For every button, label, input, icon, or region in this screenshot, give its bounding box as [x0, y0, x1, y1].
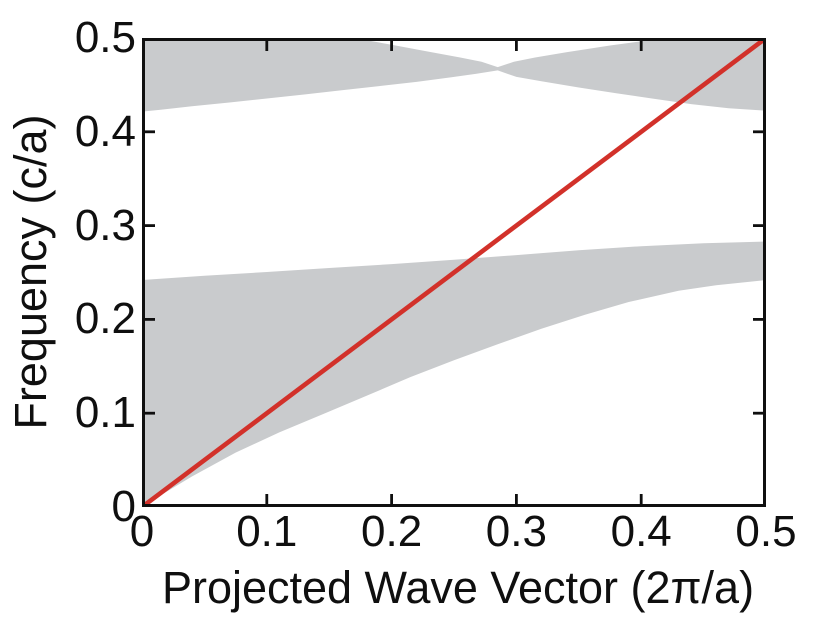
x-tick-label: 0.2 — [361, 507, 423, 556]
plot-area — [142, 38, 766, 507]
light-line — [142, 38, 766, 507]
x-tick-label: 0.4 — [610, 507, 672, 556]
x-axis-label: Projected Wave Vector (2π/a) — [161, 562, 755, 613]
y-tick-label: 0.4 — [74, 106, 136, 156]
y-tick-label: 0.1 — [74, 388, 136, 438]
x-tick-label: 0 — [129, 507, 155, 556]
upper-projected-band-region — [142, 38, 766, 112]
plot-canvas — [142, 38, 766, 507]
y-tick-label: 0.2 — [74, 294, 136, 344]
y-tick-label: 0.5 — [74, 13, 136, 62]
lower-projected-band-region — [142, 241, 766, 507]
y-axis-label: Frequency (c/a) — [5, 114, 56, 430]
plot-border — [142, 38, 766, 507]
x-tick-label: 0.1 — [236, 507, 298, 556]
y-tick-label: 0 — [111, 482, 136, 531]
x-tick-label: 0.5 — [735, 507, 797, 556]
x-tick-label: 0.3 — [485, 507, 547, 556]
y-tick-label: 0.3 — [74, 200, 136, 250]
